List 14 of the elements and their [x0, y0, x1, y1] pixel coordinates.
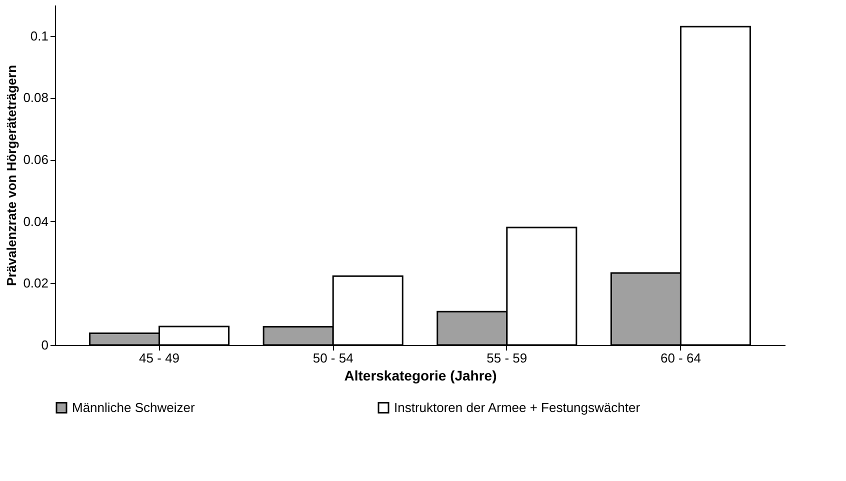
y-axis-title: Prävalenzrate von Hörgeräteträgern: [4, 64, 20, 286]
x-axis-title: Alterskategorie (Jahre): [344, 368, 497, 384]
y-tick-label: 0.06: [23, 152, 48, 168]
x-tick-label: 45 - 49: [139, 350, 180, 366]
y-tick-label: 0.1: [30, 28, 48, 44]
legend-label: Männliche Schweizer: [72, 400, 196, 415]
y-tick-label: 0.08: [23, 90, 48, 106]
x-tick-label: 50 - 54: [312, 350, 354, 366]
legend-label: Instruktoren der Armee + Festungswächter: [394, 400, 641, 415]
x-tick-label: 60 - 64: [660, 350, 701, 366]
y-tick-label: 0: [41, 338, 48, 352]
y-tick-label: 0.04: [23, 214, 48, 229]
y-tick-label: 0.02: [23, 276, 48, 291]
x-tick-label: 55 - 59: [486, 350, 528, 366]
